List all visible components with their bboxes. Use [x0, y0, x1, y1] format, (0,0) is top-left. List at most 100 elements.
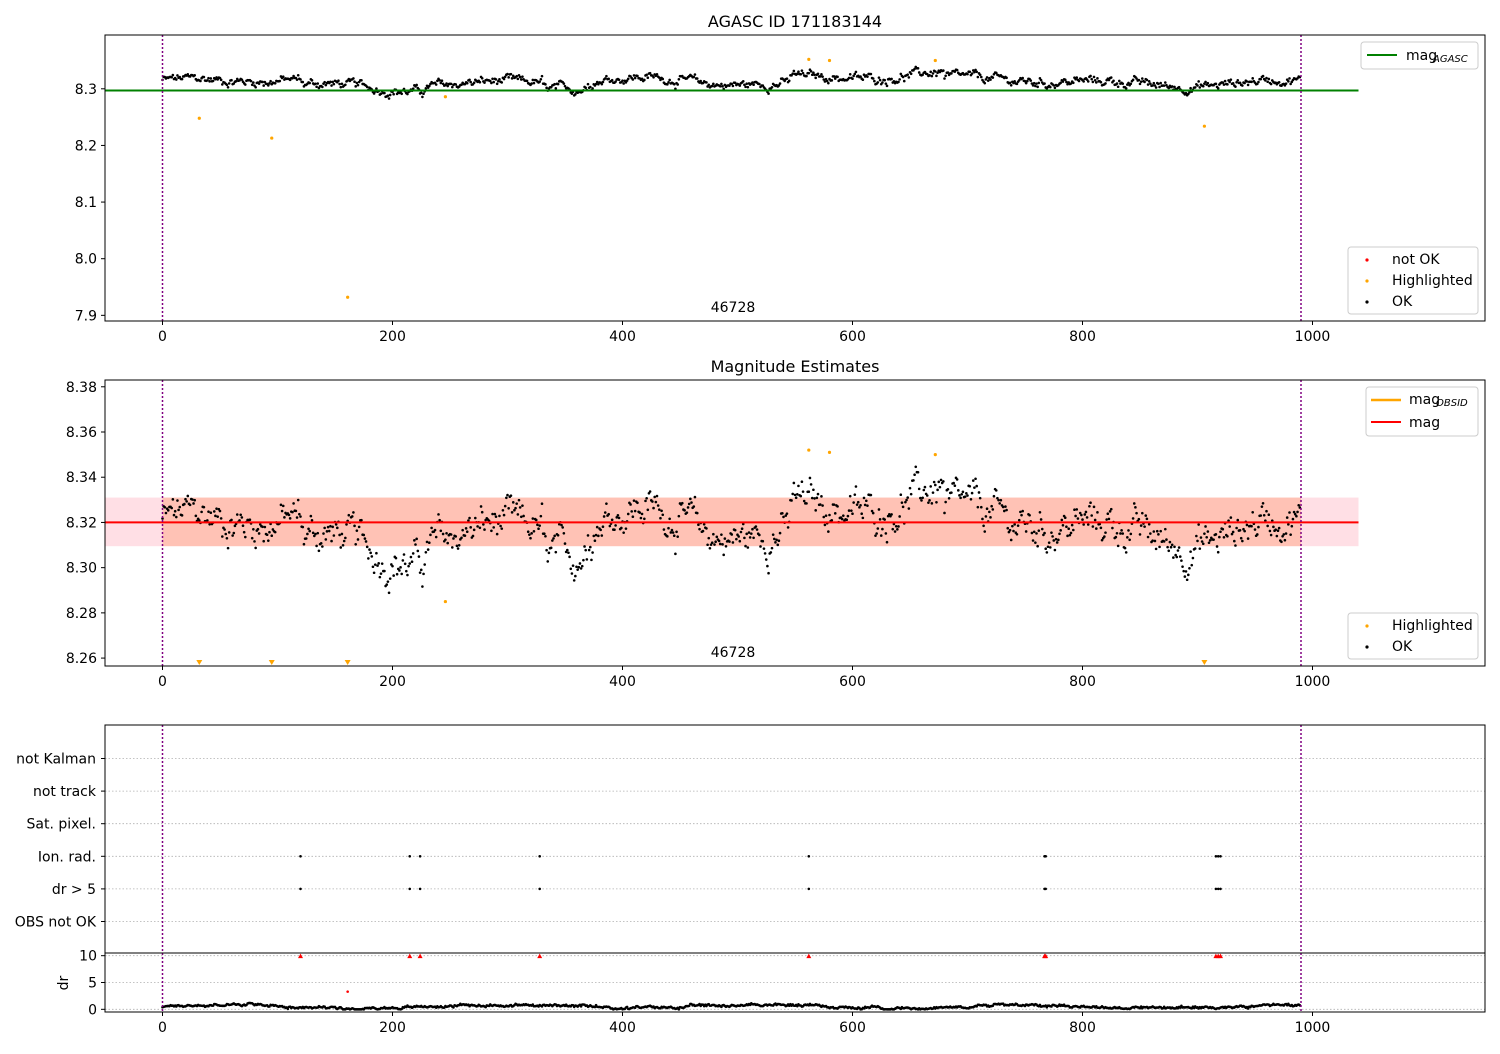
mag-ok-point — [501, 508, 505, 512]
agasc-ok-point — [1005, 76, 1008, 80]
mag-xtick-label: 200 — [379, 674, 406, 690]
mag-ok-point — [1297, 503, 1300, 507]
mag-ok-point — [418, 571, 422, 574]
agasc-ok-point — [600, 82, 604, 86]
dr-axis-label: dr — [56, 975, 72, 990]
agasc-ok-point — [540, 74, 544, 78]
mag-ok-point — [851, 512, 854, 516]
agasc-ok-point — [751, 81, 754, 84]
mag-ok-point — [790, 499, 793, 502]
mag-ok-point — [325, 530, 329, 533]
mag-ok-point — [752, 536, 755, 540]
agasc-ok-point — [324, 83, 328, 87]
mag-ok-point — [720, 533, 723, 536]
agasc-ok-point — [881, 81, 884, 84]
agasc-ok-point — [446, 84, 450, 88]
mag-ok-point — [702, 523, 706, 526]
mag-ok-point — [1287, 523, 1290, 526]
agasc-ok-point — [901, 75, 905, 79]
dr-xtick-label: 400 — [609, 1020, 636, 1036]
dr-clipped-marker — [1218, 953, 1223, 959]
mag-ok-point — [288, 517, 292, 520]
agasc-ytick-label: 8.1 — [75, 195, 97, 211]
agasc-ok-point — [178, 75, 182, 79]
agasc-ok-point — [1059, 81, 1062, 85]
flag-point — [418, 855, 422, 858]
agasc-ok-point — [506, 72, 509, 76]
mag-ok-point — [827, 530, 830, 533]
agasc-ok-point — [175, 78, 178, 81]
mag-ok-point — [1207, 541, 1211, 545]
mag-ok-point — [971, 479, 975, 482]
mag-ok-point — [1073, 508, 1076, 511]
mag-ok-point — [1070, 523, 1074, 527]
mag-ok-point — [815, 496, 819, 500]
mag-ok-point — [1219, 530, 1222, 534]
agasc-ytick-label: 8.0 — [75, 252, 97, 268]
agasc-ok-point — [645, 73, 648, 77]
mag-ok-point — [507, 507, 510, 510]
mag-ok-point — [218, 509, 222, 513]
mag-ok-point — [1180, 559, 1183, 562]
agasc-xtick-label: 800 — [1069, 329, 1096, 345]
mag-ok-point — [640, 512, 644, 516]
agasc-ok-point — [296, 73, 300, 77]
agasc-ok-point — [866, 75, 869, 78]
mag-ok-point — [590, 558, 593, 562]
mag-ok-point — [452, 537, 455, 540]
agasc-ok-point — [1121, 82, 1125, 85]
agasc-ok-point — [267, 84, 270, 87]
mag-ok-point — [685, 511, 689, 514]
mag-ok-point — [172, 513, 176, 517]
mag-ok-point — [476, 525, 479, 528]
mag-ok-point — [215, 507, 218, 510]
mag-ok-point — [819, 503, 822, 506]
flag-label: not track — [33, 784, 97, 800]
agasc-ok-point — [661, 77, 665, 81]
mag-ok-point — [793, 493, 797, 497]
agasc-ok-point — [1139, 80, 1143, 83]
mag-ok-point — [1157, 533, 1160, 536]
mag-ok-point — [614, 524, 617, 527]
agasc-ok-point — [892, 79, 896, 83]
dr-xtick-label: 1000 — [1295, 1020, 1331, 1036]
agasc-ok-point — [1082, 80, 1085, 83]
mag-ok-point — [848, 494, 852, 498]
agasc-ok-point — [221, 83, 224, 86]
mag-ok-point — [832, 503, 836, 506]
agasc-ok-point — [400, 92, 404, 96]
mag-ok-point — [1105, 518, 1108, 521]
mag-ok-point — [170, 506, 173, 510]
agasc-ok-point — [497, 79, 500, 83]
agasc-ok-point — [909, 72, 913, 76]
agasc-ok-point — [1124, 87, 1128, 90]
agasc-ok-point — [626, 77, 630, 81]
agasc-ok-point — [411, 87, 415, 90]
mag-ok-point — [1172, 556, 1175, 559]
flag-point — [538, 855, 541, 858]
mag-ok-point — [802, 499, 806, 503]
agasc-ok-point — [507, 76, 510, 79]
agasc-ok-point — [805, 74, 808, 78]
mag-ok-point — [1096, 511, 1099, 514]
mag-ok-point — [510, 511, 514, 514]
mag-ok-point — [214, 514, 217, 518]
agasc-ok-point — [424, 87, 428, 90]
mag-ok-point — [528, 533, 531, 536]
agasc-ok-point — [515, 74, 518, 78]
mag-ok-point — [1049, 546, 1052, 549]
agasc-ok-point — [1289, 82, 1292, 86]
agasc-ok-point — [502, 77, 506, 81]
mag-ok-point — [840, 517, 844, 521]
mag-ok-point — [1126, 536, 1129, 539]
agasc-ok-point — [801, 71, 805, 75]
agasc-ok-point — [314, 82, 317, 86]
mag-ok-point — [1214, 533, 1218, 536]
agasc-ok-point — [428, 84, 431, 88]
mag-ok-point — [636, 501, 639, 505]
mag-ok-point — [460, 536, 463, 540]
mag-ok-point — [914, 465, 918, 469]
mag-ok-point — [1008, 528, 1012, 532]
agasc-ok-point — [813, 73, 816, 77]
mag-ok-point — [810, 496, 814, 500]
